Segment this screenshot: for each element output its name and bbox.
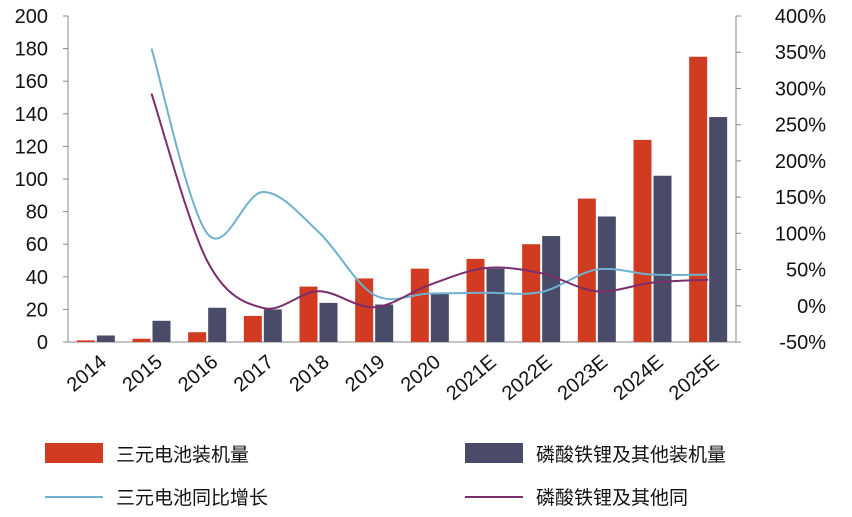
left-tick-label: 0 — [37, 332, 48, 354]
x-tick-label: 2020 — [397, 351, 445, 396]
left-tick-label: 40 — [26, 267, 48, 289]
bar-lfp-2021E — [486, 268, 505, 342]
left-tick-label: 120 — [15, 136, 48, 158]
bar-lfp-2019 — [375, 304, 394, 342]
right-tick-label: 0% — [797, 296, 826, 318]
bar-ternary-2024E — [633, 139, 652, 342]
right-tick-label: 300% — [775, 78, 826, 100]
left-tick-label: 160 — [15, 71, 48, 93]
x-tick-label: 2015 — [118, 351, 166, 396]
bar-ternary-2025E — [689, 56, 708, 342]
right-tick-label: 50% — [786, 260, 826, 282]
bar-lfp-2015 — [152, 320, 171, 342]
legend-swatch-ternary-bar — [45, 443, 103, 463]
bar-ternary-2016 — [188, 332, 207, 342]
right-tick-label: 350% — [775, 42, 826, 64]
legend-label-ternary-bar: 三元电池装机量 — [116, 444, 249, 466]
x-tick-label: 2022E — [498, 351, 556, 405]
line-ternary-growth — [150, 48, 709, 301]
legend-swatch-lfp-bar — [465, 443, 523, 463]
x-tick-label: 2017 — [230, 351, 278, 396]
x-tick-label: 2023E — [554, 351, 612, 405]
bar-ternary-2020 — [410, 268, 429, 342]
left-y-ticks: 0 20 40 60 80 100 120 140 160 180 200 — [15, 6, 68, 354]
bar-lfp-2023E — [597, 216, 616, 342]
x-tick-label: 2016 — [174, 351, 222, 396]
right-tick-label: 200% — [775, 151, 826, 173]
bar-ternary-2017 — [243, 315, 262, 342]
bar-ternary-2018 — [299, 286, 318, 342]
right-tick-label: 100% — [775, 223, 826, 245]
x-tick-label: 2024E — [609, 351, 667, 405]
x-ticks: 2014 2015 2016 2017 2018 2019 20202021E2022E20… — [63, 351, 724, 405]
right-tick-label: 150% — [775, 187, 826, 209]
bar-lfp-2024E — [653, 175, 672, 342]
bar-lfp-2025E — [709, 117, 728, 342]
left-tick-label: 60 — [26, 234, 48, 256]
right-tick-label: 250% — [775, 115, 826, 137]
bar-lfp-2016 — [208, 307, 227, 342]
x-tick-label: 2018 — [285, 351, 333, 396]
x-tick-label: 2014 — [63, 351, 111, 396]
legend: 三元电池装机量 磷酸铁锂及其他装机量 三元电池同比增长 磷酸铁锂及其他同 — [45, 443, 726, 509]
bar-lfp-2014 — [96, 335, 115, 342]
bar-lfp-2017 — [263, 309, 282, 342]
x-tick-label: 2025E — [665, 351, 723, 405]
x-tick-label: 2019 — [341, 351, 389, 396]
bar-ternary-2014 — [76, 340, 95, 342]
left-tick-label: 80 — [26, 202, 48, 224]
right-tick-label: 400% — [775, 6, 826, 28]
left-tick-label: 140 — [15, 104, 48, 126]
right-tick-label: -50% — [779, 332, 826, 354]
bar-lfp-2018 — [319, 302, 338, 342]
left-tick-label: 20 — [26, 299, 48, 321]
plot-area: 0 20 40 60 80 100 120 140 160 180 200 -50% 0% 50% 100… — [15, 6, 827, 405]
bars — [76, 56, 728, 342]
lines — [150, 48, 709, 310]
legend-label-lfp-bar: 磷酸铁锂及其他装机量 — [536, 444, 726, 466]
bar-ternary-2019 — [355, 278, 374, 342]
right-y-ticks: -50% 0% 50% 100% 150% 200% 250% 300% 350% 400% — [736, 6, 826, 354]
left-tick-label: 200 — [15, 6, 48, 28]
bar-ternary-2015 — [132, 338, 151, 342]
bar-ternary-2021E — [466, 258, 485, 342]
bar-ternary-2023E — [577, 198, 596, 342]
left-tick-label: 100 — [15, 169, 48, 191]
legend-label-ternary-line: 三元电池同比增长 — [116, 487, 268, 509]
bar-lfp-2020 — [430, 293, 449, 342]
legend-label-lfp-line: 磷酸铁锂及其他同 — [536, 487, 688, 509]
left-tick-label: 180 — [15, 39, 48, 61]
line-lfp-growth — [150, 93, 709, 310]
x-tick-label: 2021E — [442, 351, 500, 405]
